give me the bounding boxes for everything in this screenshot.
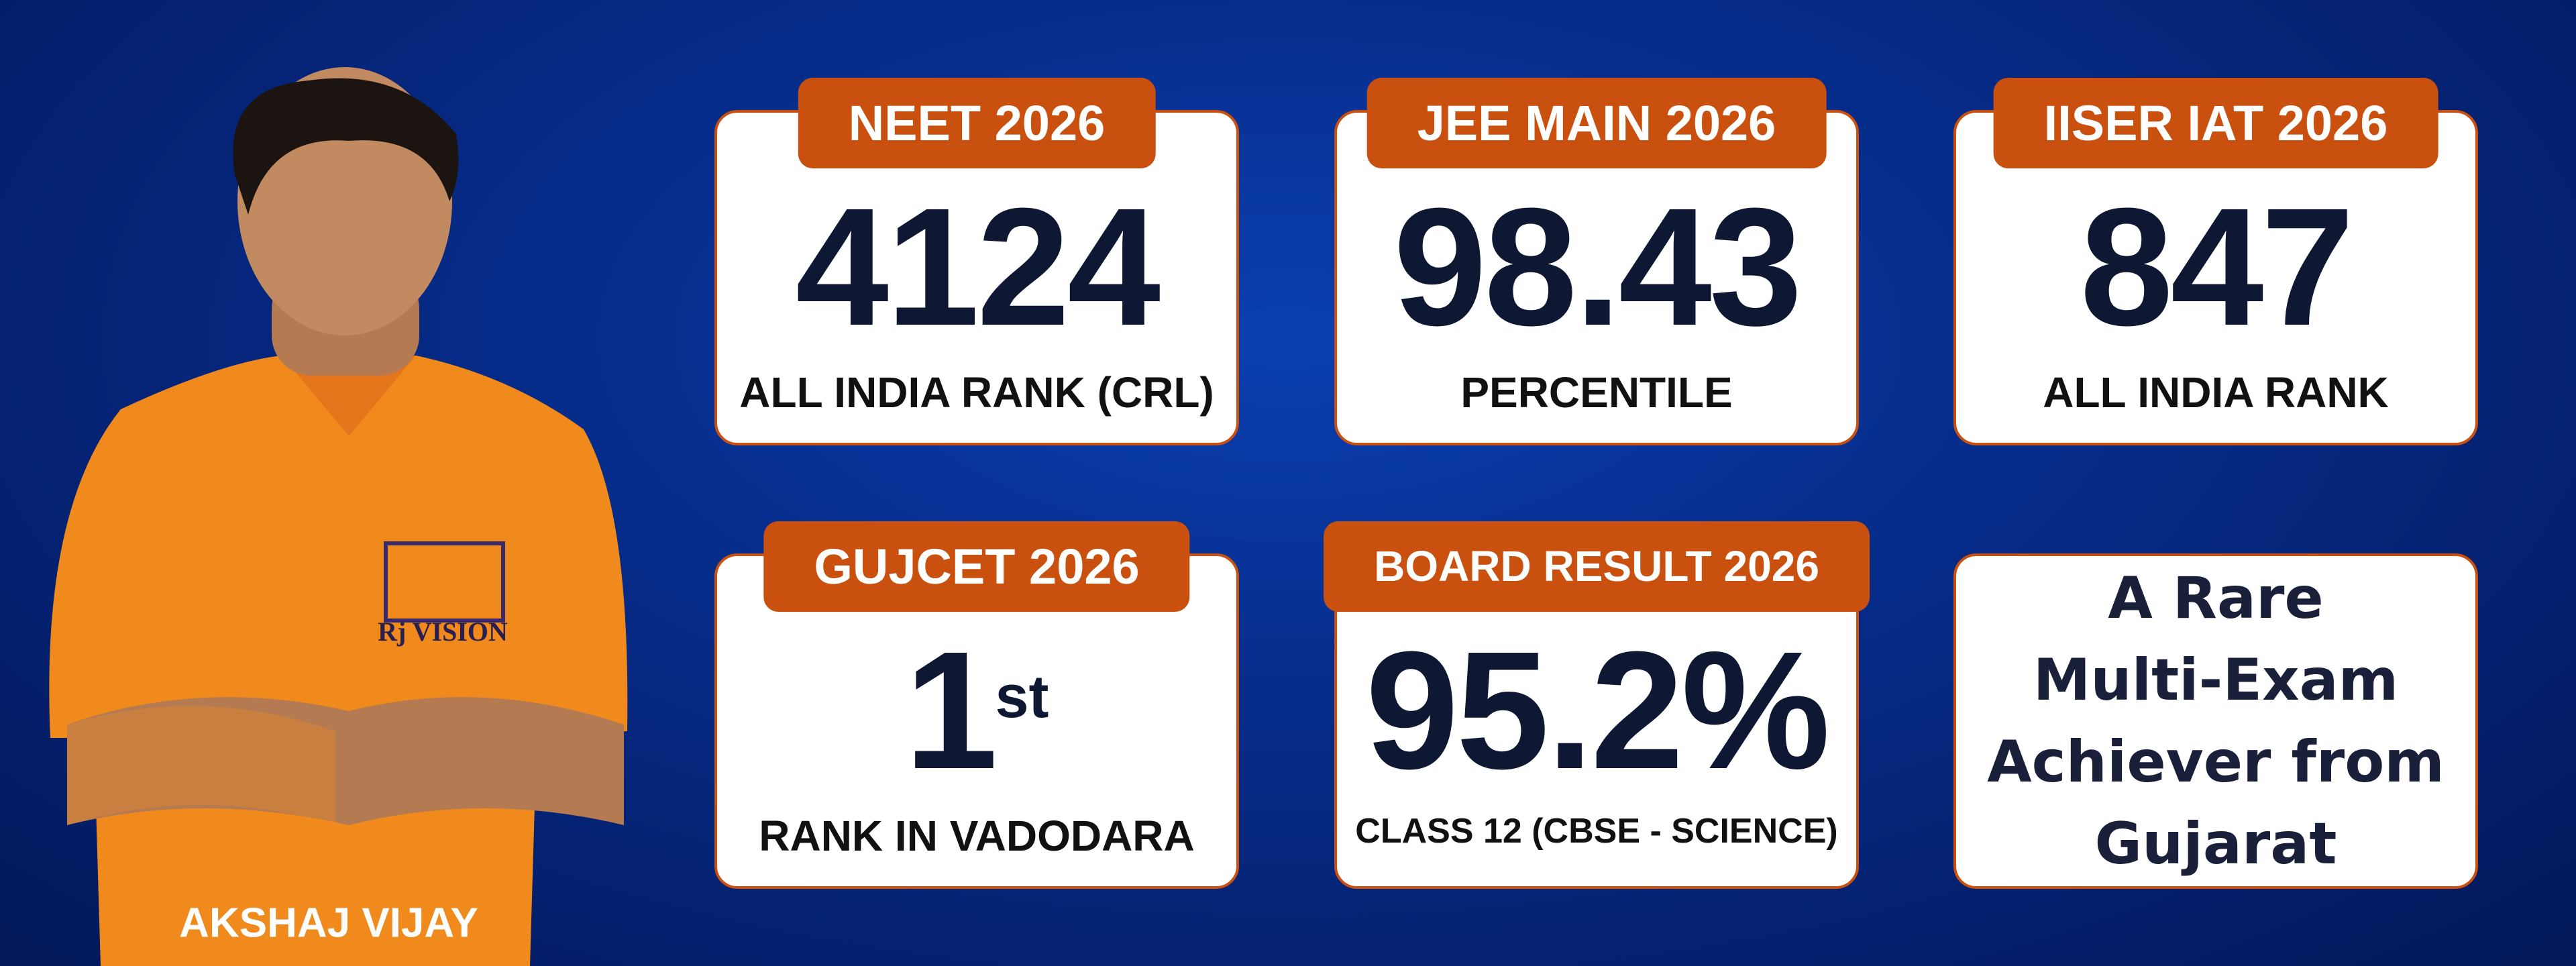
exam-tab: IISER IAT 2026 (1993, 78, 2438, 168)
student-name: AKSHAJ VIJAY (179, 900, 478, 947)
stat-value: 4124 (717, 183, 1236, 351)
tagline-line: Multi-Exam (2033, 647, 2399, 714)
tagline-line: A Rare (2108, 565, 2324, 632)
exam-tab: JEE MAIN 2026 (1366, 78, 1827, 168)
stat-caption: CLASS 12 (CBSE - SCIENCE) (1355, 812, 1838, 851)
tagline-card: A Rare Multi-Exam Achiever from Gujarat (1953, 553, 2478, 889)
stat-value: 847 (1956, 183, 2475, 351)
stat-number: 98.43 (1393, 173, 1803, 360)
stat-card: NEET 2026 4124 ALL INDIA RANK (CRL) (714, 78, 1239, 445)
person-illustration: Rj VISION (49, 67, 628, 966)
shirt-logo: Rj VISION (378, 616, 508, 647)
stat-number: 847 (2080, 173, 2354, 360)
stat-caption: ALL INDIA RANK (CRL) (739, 368, 1214, 417)
exam-tab: GUJCET 2026 (763, 521, 1190, 612)
stat-value: 1st (717, 627, 1236, 794)
stat-card: GUJCET 2026 1st RANK IN VADODARA (714, 521, 1239, 889)
stat-number: 95.2% (1365, 616, 1831, 804)
stat-caption: RANK IN VADODARA (759, 812, 1195, 860)
stat-number: 1 (904, 616, 998, 804)
stat-value: 98.43 (1337, 183, 1856, 351)
stat-value: 95.2% (1337, 627, 1856, 794)
exam-tab: NEET 2026 (798, 78, 1156, 168)
exam-tab: BOARD RESULT 2026 (1324, 521, 1870, 612)
stat-superscript: st (995, 663, 1049, 731)
tagline-line: Achiever from (1987, 729, 2445, 796)
stat-caption: PERCENTILE (1460, 368, 1733, 417)
tagline-line: Gujarat (2094, 810, 2337, 877)
stat-card: IISER IAT 2026 847 ALL INDIA RANK (1953, 78, 2478, 445)
stat-caption: ALL INDIA RANK (2043, 368, 2389, 417)
stat-number: 4124 (795, 173, 1161, 360)
stat-card: BOARD RESULT 2026 95.2% CLASS 12 (CBSE - S… (1324, 521, 1870, 889)
stat-card: JEE MAIN 2026 98.43 PERCENTILE (1334, 78, 1859, 445)
